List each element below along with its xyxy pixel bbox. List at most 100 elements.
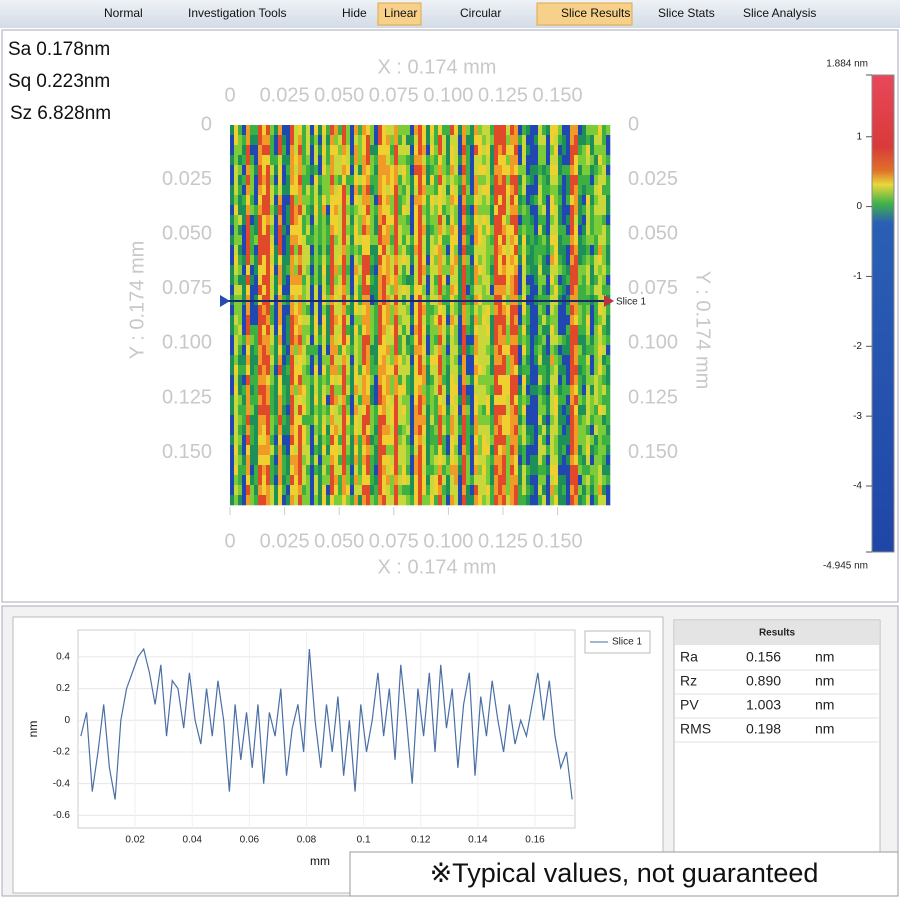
toolbar-button[interactable]: Hide [342,6,367,20]
heatmap-cell [530,465,535,476]
heatmap-cell [506,455,511,466]
heatmap-cell [258,145,263,156]
heatmap-cell [298,265,303,276]
heatmap-cell [522,315,527,326]
heatmap-cell [382,225,387,236]
heatmap-cell [494,315,499,326]
heatmap-cell [298,355,303,366]
heatmap-cell [454,455,459,466]
heatmap-cell [458,235,463,246]
heatmap-cell [450,335,455,346]
heatmap-cell [294,335,299,346]
heatmap-cell [434,405,439,416]
heatmap-cell [530,275,535,286]
heatmap-cell [322,355,327,366]
heatmap-cell [526,355,531,366]
heatmap-cell [386,485,391,496]
heatmap-cell [246,425,251,436]
heatmap-cell [598,455,603,466]
heatmap-cell [314,225,319,236]
heatmap-cell [238,465,243,476]
heatmap-cell [242,495,247,506]
heatmap-cell [522,145,527,156]
heatmap-cell [282,235,287,246]
heatmap-cell [530,125,535,136]
heatmap-cell [238,425,243,436]
heatmap-cell [402,495,407,506]
heatmap-cell [562,245,567,256]
heatmap-cell [522,155,527,166]
heatmap-cell [334,445,339,456]
heatmap-cell [538,415,543,426]
heatmap-cell [414,415,419,426]
chart-frame [12,616,664,894]
heatmap-cell [274,315,279,326]
heatmap-cell [558,435,563,446]
heatmap-cell [502,155,507,166]
heatmap-cell [514,395,519,406]
heatmap-cell [278,135,283,146]
toolbar-button[interactable]: Slice Results [561,6,630,20]
heatmap-cell [418,375,423,386]
heatmap-cell [486,175,491,186]
heatmap-cell [518,285,523,296]
heatmap-cell [358,485,363,496]
toolbar-button[interactable]: Normal [104,6,143,20]
heatmap-cell [486,495,491,506]
heatmap-cell [342,435,347,446]
heatmap-cell [350,325,355,336]
heatmap-cell [470,145,475,156]
heatmap-cell [274,465,279,476]
heatmap-cell [486,405,491,416]
heatmap-cell [486,205,491,216]
toolbar-button[interactable]: Circular [460,6,501,20]
heatmap-cell [366,485,371,496]
heatmap-cell [402,405,407,416]
heatmap-cell [598,395,603,406]
heatmap-cell [346,125,351,136]
heatmap-cell [366,265,371,276]
heatmap-cell [326,345,331,356]
toolbar-button[interactable]: Investigation Tools [188,6,287,20]
heatmap-cell [302,335,307,346]
heatmap-cell [238,225,243,236]
heatmap-cell [438,225,443,236]
heatmap-cell [230,185,235,196]
heatmap-cell [422,355,427,366]
toolbar-button[interactable]: Slice Stats [658,6,715,20]
heatmap-cell [378,485,383,496]
heatmap-cell [290,275,295,286]
heatmap-cell [402,195,407,206]
heatmap-cell [450,125,455,136]
heatmap-cell [422,225,427,236]
heatmap-cell [558,215,563,226]
heatmap-cell [502,325,507,336]
heatmap-cell [306,455,311,466]
heatmap-cell [266,195,271,206]
heatmap-cell [502,475,507,486]
heatmap-cell [298,495,303,506]
heatmap-cell [302,215,307,226]
heatmap-cell [254,135,259,146]
y-tick-label: 0.4 [56,652,70,663]
heatmap-cell [578,465,583,476]
heatmap-cell [322,485,327,496]
heatmap-cell [418,145,423,156]
heatmap-cell [470,405,475,416]
toolbar-button[interactable]: Linear [384,6,417,20]
heatmap-cell [310,335,315,346]
heatmap-cell [246,195,251,206]
heatmap-cell [506,195,511,206]
heatmap-cell [458,145,463,156]
heatmap-cell [238,415,243,426]
heatmap-cell [246,175,251,186]
heatmap-cell [538,275,543,286]
heatmap-cell [246,345,251,356]
heatmap-cell [394,455,399,466]
toolbar-button[interactable]: Slice Analysis [743,6,816,20]
heatmap-cell [494,255,499,266]
heatmap-cell [430,455,435,466]
heatmap-cell [418,305,423,316]
heatmap-cell [502,205,507,216]
heatmap-cell [538,325,543,336]
